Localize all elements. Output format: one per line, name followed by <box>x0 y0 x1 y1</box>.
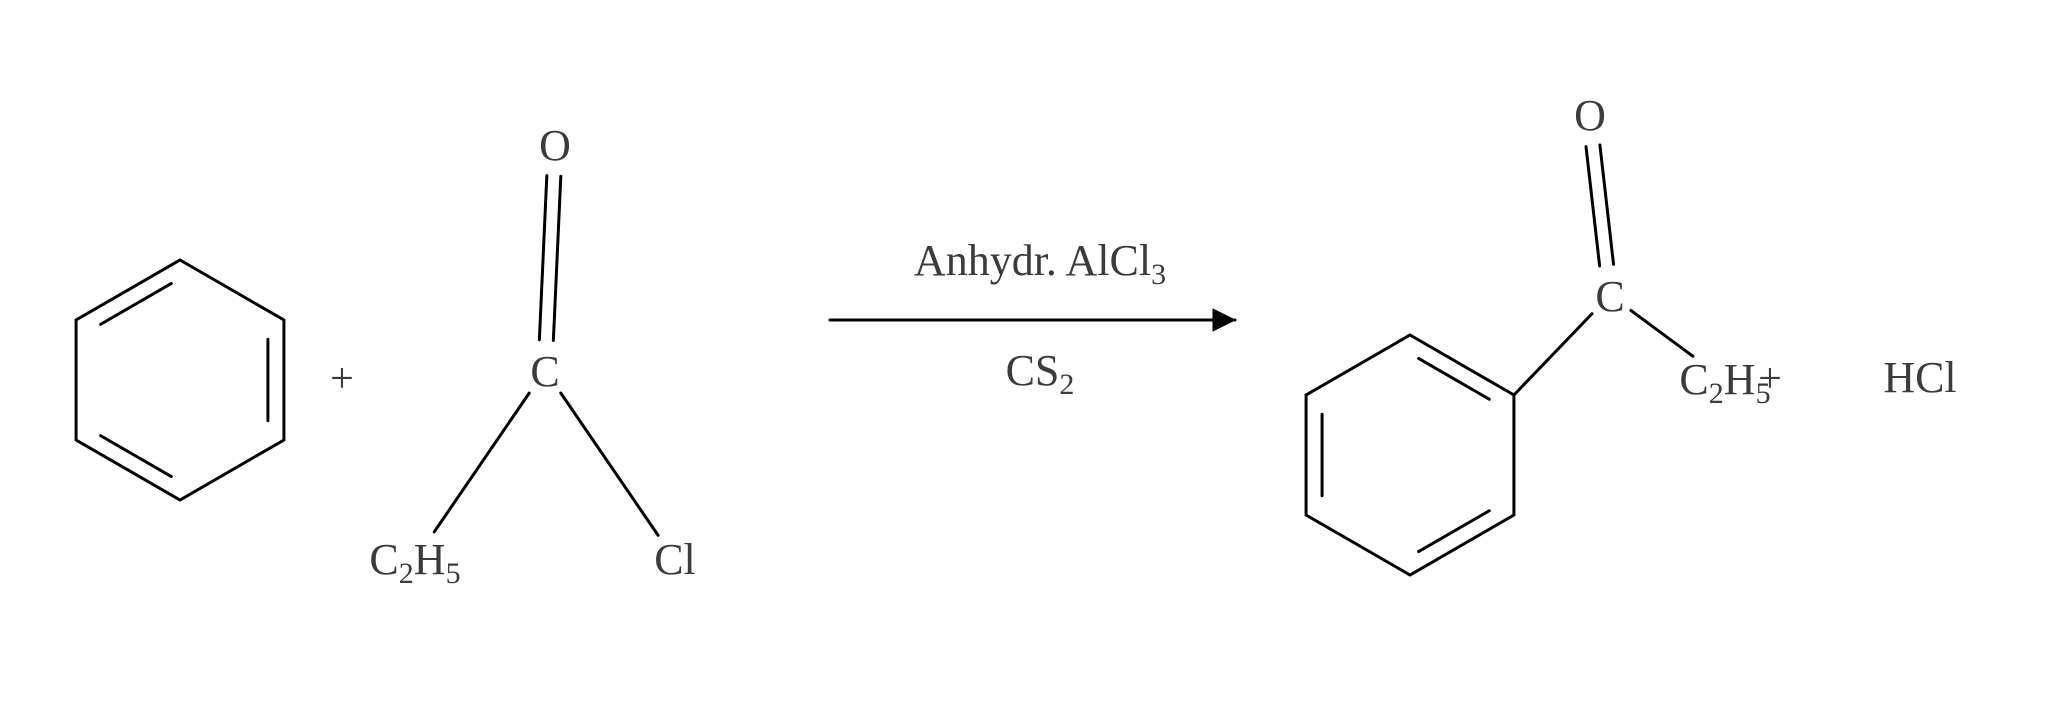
reactant-chlorine-label: Cl <box>654 535 696 584</box>
reactant-ethyl-label: C2H5 <box>369 535 460 590</box>
plus-reactants: + <box>330 356 354 402</box>
product-ethyl-label: C2H5 <box>1679 355 1770 410</box>
product-oxygen-label: O <box>1574 91 1606 140</box>
arrow-bottom-label: CS2 <box>1006 346 1075 401</box>
product-carbon-label: C <box>1595 272 1624 321</box>
plus-products: + <box>1758 356 1782 402</box>
arrow-top-label: Anhydr. AlCl3 <box>914 236 1166 291</box>
reactant-oxygen-label: O <box>539 121 571 170</box>
product-hcl-label: HCl <box>1883 353 1956 402</box>
reactant-carbon-label: C <box>530 347 559 396</box>
reaction-diagram: +COC2H5ClAnhydr. AlCl3CS2COC2H5+HCl <box>0 0 2048 719</box>
